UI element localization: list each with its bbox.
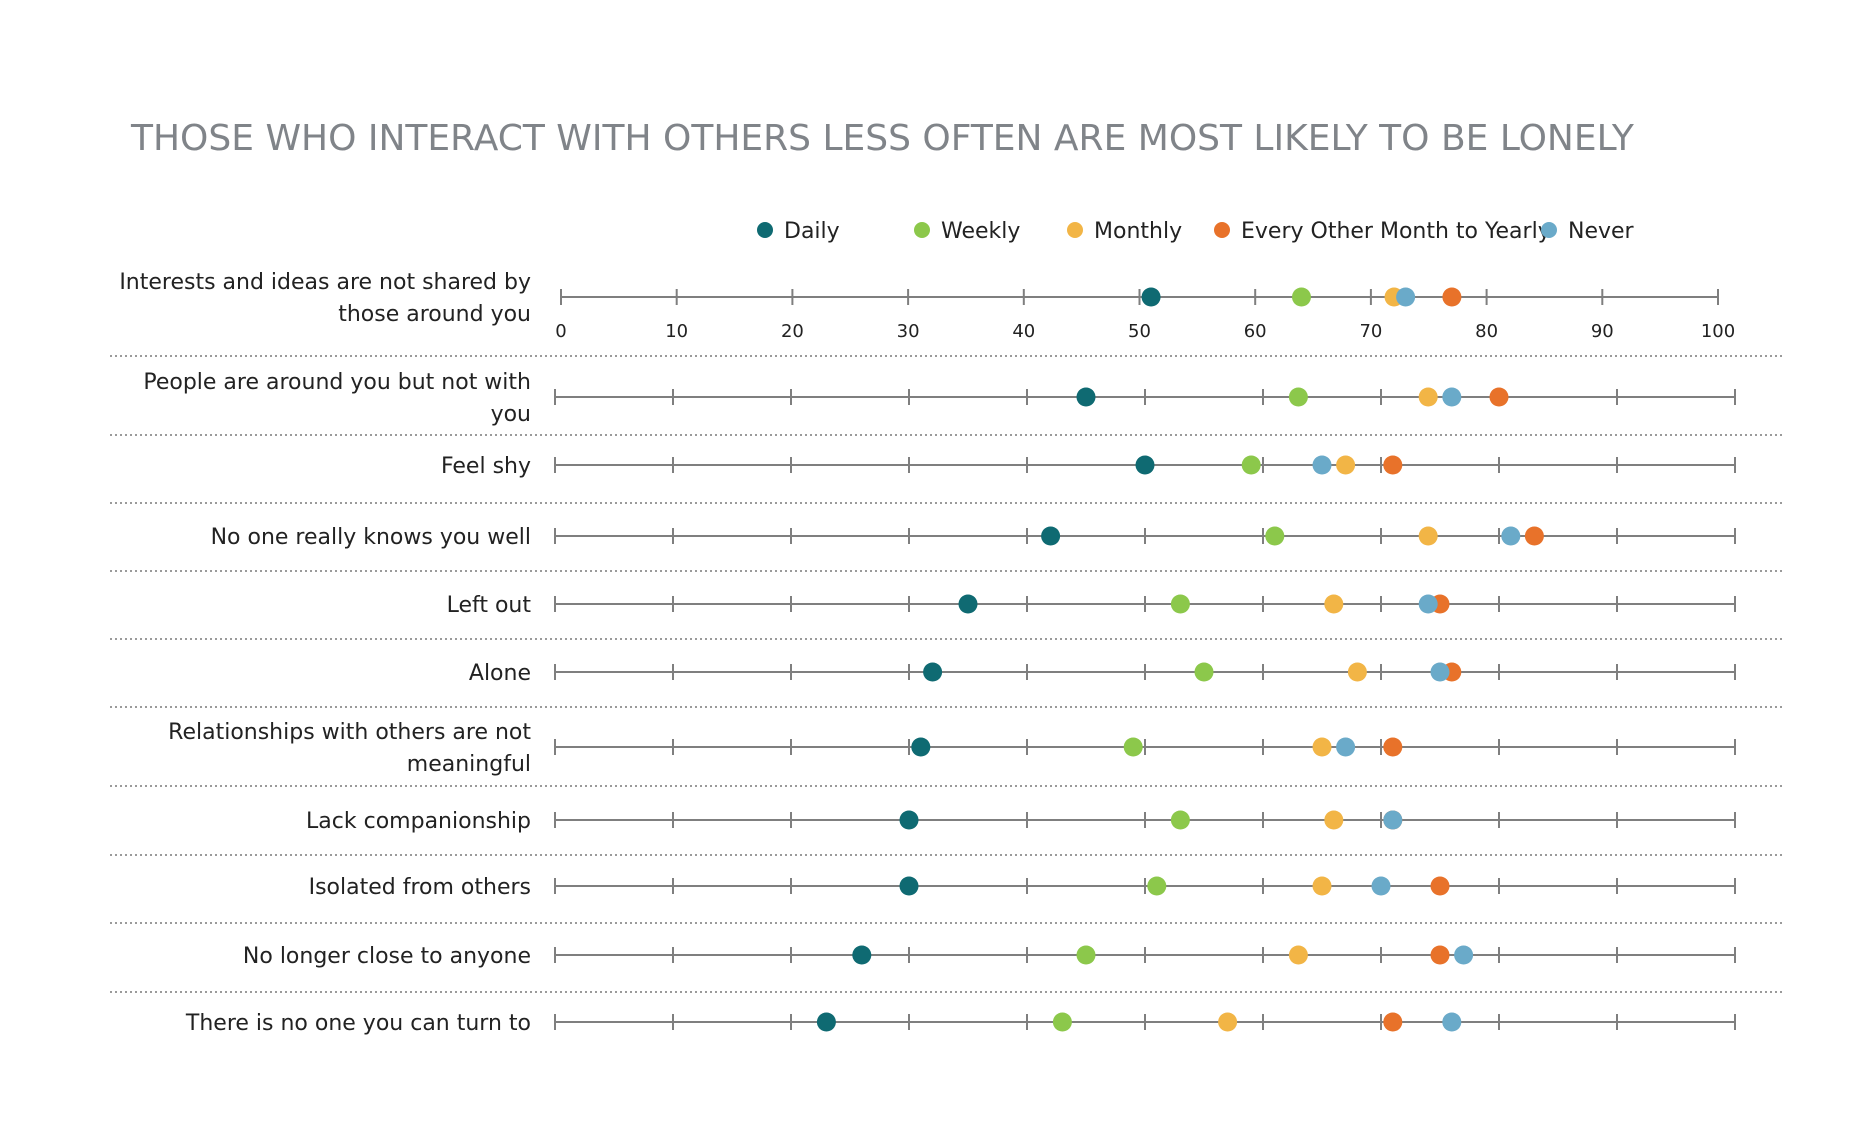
category-label: No one really knows you well bbox=[211, 525, 531, 550]
dot-daily bbox=[958, 594, 978, 614]
tick-label: 10 bbox=[665, 321, 688, 342]
dot-monthly bbox=[1312, 737, 1332, 757]
dot-weekly bbox=[1265, 526, 1285, 546]
dot-never bbox=[1371, 876, 1391, 896]
dot-monthly bbox=[1312, 876, 1332, 896]
dot-every-other-month-to-yearly bbox=[1383, 455, 1403, 475]
dot-every-other-month-to-yearly bbox=[1383, 1012, 1403, 1032]
category-label: meaningful bbox=[407, 752, 531, 777]
dot-monthly bbox=[1324, 810, 1344, 830]
category-label: There is no one you can turn to bbox=[185, 1011, 531, 1036]
tick-label: 40 bbox=[1012, 321, 1035, 342]
dot-monthly bbox=[1347, 662, 1367, 682]
category-label: you bbox=[491, 402, 531, 427]
category-label: People are around you but not with bbox=[143, 370, 531, 395]
dot-monthly bbox=[1336, 455, 1356, 475]
legend-label-never: Never bbox=[1568, 219, 1635, 244]
dot-weekly bbox=[1194, 662, 1214, 682]
category-label: Feel shy bbox=[441, 454, 531, 479]
category-label: Relationships with others are not bbox=[168, 720, 531, 745]
dot-never bbox=[1418, 594, 1438, 614]
dot-weekly bbox=[1052, 1012, 1072, 1032]
dot-weekly bbox=[1291, 287, 1311, 307]
dot-daily bbox=[1135, 455, 1155, 475]
dot-every-other-month-to-yearly bbox=[1524, 526, 1544, 546]
dot-every-other-month-to-yearly bbox=[1430, 945, 1450, 965]
dot-every-other-month-to-yearly bbox=[1383, 737, 1403, 757]
legend-label-monthly: Monthly bbox=[1094, 219, 1182, 244]
tick-label: 70 bbox=[1359, 321, 1382, 342]
category-label: Lack companionship bbox=[306, 809, 531, 834]
tick-label: 60 bbox=[1244, 321, 1267, 342]
legend-label-weekly: Weekly bbox=[941, 219, 1020, 244]
dot-never bbox=[1336, 737, 1356, 757]
tick-label: 100 bbox=[1701, 321, 1735, 342]
legend-marker-weekly bbox=[914, 222, 930, 238]
dot-daily bbox=[1076, 387, 1096, 407]
category-label: those around you bbox=[338, 302, 531, 327]
dot-weekly bbox=[1170, 810, 1190, 830]
dot-daily bbox=[1041, 526, 1061, 546]
dot-daily bbox=[816, 1012, 836, 1032]
dot-weekly bbox=[1241, 455, 1261, 475]
dot-never bbox=[1442, 1012, 1462, 1032]
dot-daily bbox=[911, 737, 931, 757]
legend-marker-every-other-month-to-yearly bbox=[1214, 222, 1230, 238]
dot-monthly bbox=[1324, 594, 1344, 614]
dot-daily bbox=[899, 810, 919, 830]
dot-daily bbox=[1141, 287, 1161, 307]
dot-daily bbox=[923, 662, 943, 682]
legend-marker-monthly bbox=[1067, 222, 1083, 238]
chart-title: THOSE WHO INTERACT WITH OTHERS LESS OFTE… bbox=[131, 118, 1634, 159]
dot-every-other-month-to-yearly bbox=[1489, 387, 1509, 407]
legend-marker-daily bbox=[757, 222, 773, 238]
dot-monthly bbox=[1218, 1012, 1238, 1032]
dot-monthly bbox=[1418, 387, 1438, 407]
category-label: No longer close to anyone bbox=[243, 944, 531, 969]
dot-weekly bbox=[1288, 387, 1308, 407]
legend-label-daily: Daily bbox=[784, 219, 840, 244]
tick-label: 30 bbox=[897, 321, 920, 342]
dot-never bbox=[1312, 455, 1332, 475]
dot-never bbox=[1454, 945, 1474, 965]
dot-never bbox=[1396, 287, 1416, 307]
dot-daily bbox=[852, 945, 872, 965]
dot-never bbox=[1442, 387, 1462, 407]
dot-never bbox=[1383, 810, 1403, 830]
dot-weekly bbox=[1147, 876, 1167, 896]
tick-label: 90 bbox=[1591, 321, 1614, 342]
legend-label-every-other-month-to-yearly: Every Other Month to Yearly bbox=[1241, 219, 1551, 244]
category-label: Isolated from others bbox=[309, 875, 531, 900]
dot-daily bbox=[899, 876, 919, 896]
dot-weekly bbox=[1170, 594, 1190, 614]
dot-every-other-month-to-yearly bbox=[1430, 876, 1450, 896]
category-label: Left out bbox=[447, 593, 532, 618]
category-label: Interests and ideas are not shared by bbox=[119, 270, 531, 295]
dot-never bbox=[1501, 526, 1521, 546]
dot-weekly bbox=[1123, 737, 1143, 757]
tick-label: 50 bbox=[1128, 321, 1151, 342]
category-label: Alone bbox=[469, 661, 531, 686]
dot-every-other-month-to-yearly bbox=[1442, 287, 1462, 307]
dot-monthly bbox=[1418, 526, 1438, 546]
tick-label: 80 bbox=[1475, 321, 1498, 342]
dot-monthly bbox=[1288, 945, 1308, 965]
tick-label: 0 bbox=[555, 321, 566, 342]
dot-never bbox=[1430, 662, 1450, 682]
tick-label: 20 bbox=[781, 321, 804, 342]
legend-marker-never bbox=[1541, 222, 1557, 238]
dot-weekly bbox=[1076, 945, 1096, 965]
